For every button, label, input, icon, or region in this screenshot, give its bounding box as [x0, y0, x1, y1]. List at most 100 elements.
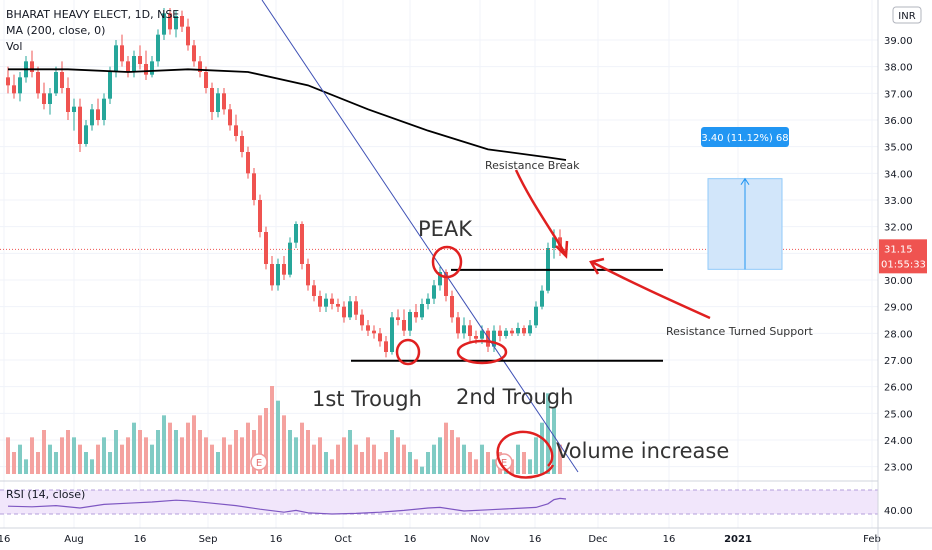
volume-bar [300, 422, 304, 474]
volume-bar [66, 430, 70, 474]
candle-body [222, 93, 226, 110]
volume-legend[interactable]: Vol [6, 40, 23, 53]
time-tick-label: Sep [199, 534, 218, 545]
volume-bar [234, 430, 238, 474]
candle-body [438, 272, 442, 286]
price-tick-label: 28.00 [884, 329, 913, 340]
volume-bar [186, 422, 190, 474]
candle-body [468, 325, 472, 336]
volume-bar [72, 437, 76, 474]
candle-body [450, 296, 454, 318]
volume-bar [396, 437, 400, 474]
volume-bar [144, 437, 148, 474]
candle-body [372, 330, 376, 334]
candle-body [18, 77, 22, 94]
volume-bar [522, 452, 526, 474]
candle-body [30, 61, 34, 72]
candle-body [90, 109, 94, 126]
volume-bar [354, 444, 358, 474]
peak-label: PEAK [418, 217, 473, 241]
candle-body [348, 301, 352, 318]
volume-bar [366, 437, 370, 474]
candle-body [474, 336, 478, 339]
volume-bar [48, 444, 52, 474]
volume-bar [348, 430, 352, 474]
volume-bar [372, 444, 376, 474]
candle-body [132, 56, 136, 72]
volume-bar [342, 437, 346, 474]
candle-body [228, 109, 232, 126]
last-price-label: 31.15 [884, 244, 913, 255]
volume-bar [228, 444, 232, 474]
candle-body [264, 232, 268, 264]
volume-bar [264, 408, 268, 474]
candle-body [486, 330, 490, 347]
volume-bar [516, 444, 520, 474]
candle-body [480, 330, 484, 339]
candle-body [126, 61, 130, 72]
measure-label-bg [701, 127, 789, 147]
candle-body [516, 328, 520, 334]
price-tick-label: 38.00 [884, 63, 913, 74]
candle-body [270, 264, 274, 286]
volume-bar [330, 459, 334, 474]
candle-body [192, 45, 196, 62]
volume-bar [432, 444, 436, 474]
candle-body [144, 64, 148, 75]
candle-body [84, 125, 88, 144]
volume-bar [192, 415, 196, 474]
candle-body [78, 106, 82, 144]
trough-1-label: 1st Trough [312, 387, 422, 411]
candle-body [522, 328, 526, 334]
support-arrow [591, 260, 711, 320]
ma-legend[interactable]: MA (200, close, 0) [6, 24, 106, 37]
candle-body [444, 272, 448, 296]
volume-bar [288, 430, 292, 474]
volume-bar [222, 437, 226, 474]
volume-bar [318, 437, 322, 474]
price-tick-label: 27.00 [884, 356, 913, 367]
volume-bar [510, 459, 514, 474]
candle-body [384, 341, 388, 352]
volume-bar [420, 466, 424, 474]
volume-bar [42, 430, 46, 474]
candle-body [396, 317, 400, 320]
support-arrow-head [589, 257, 605, 275]
volume-bar [468, 452, 472, 474]
candle-body [204, 72, 208, 88]
candle-body [240, 136, 244, 152]
volume-bar [216, 452, 220, 474]
volume-bar [204, 437, 208, 474]
rsi-legend[interactable]: RSI (14, close) [6, 488, 86, 501]
candle-body [102, 98, 106, 120]
candle-body [6, 77, 10, 86]
symbol-legend[interactable]: BHARAT HEAVY ELECT, 1D, NSE [6, 8, 180, 21]
candle-body [390, 317, 394, 352]
price-tick-label: 36.00 [884, 116, 913, 127]
time-tick-label: 16 [529, 534, 542, 545]
volume-bar [306, 430, 310, 474]
volume-bar [108, 452, 112, 474]
candle-body [138, 56, 142, 64]
time-tick-label: Feb [863, 534, 881, 545]
candle-body [210, 88, 214, 112]
candle-body [330, 298, 334, 304]
candle-body [186, 26, 190, 46]
price-tick-label: 32.00 [884, 223, 913, 234]
candle-body [252, 173, 256, 200]
volume-bar [180, 437, 184, 474]
candle-body [528, 325, 532, 334]
currency-badge [892, 6, 922, 24]
price-tick-label: 35.00 [884, 143, 913, 154]
rsi-line [7, 497, 567, 515]
volume-bar [12, 452, 16, 474]
volume-bar [360, 452, 364, 474]
price-tick-label: 30.00 [884, 276, 913, 287]
candle-body [498, 330, 502, 336]
volume-bar [282, 415, 286, 474]
volume-circle [496, 430, 555, 479]
time-tick-label: 16 [270, 534, 283, 545]
resistance-break-label: Resistance Break [485, 159, 580, 172]
